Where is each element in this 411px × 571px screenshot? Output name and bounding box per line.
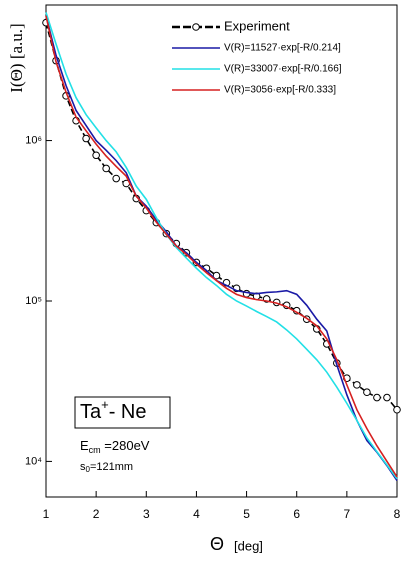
y-tick-label: 10⁵ [25, 295, 42, 307]
annotation-text: - Ne [109, 401, 147, 423]
plot-frame [45, 4, 398, 498]
data-point [383, 393, 391, 402]
annotation-distance: s0=121mm [80, 461, 133, 474]
legend-label: V(R)=33007·exp[-R/0.166] [224, 64, 342, 75]
annotation-text: s [80, 461, 86, 473]
annotation-text: =280eV [101, 438, 150, 453]
x-tick-label: 8 [394, 507, 401, 521]
annotation-text: + [101, 397, 109, 412]
series-line [45, 22, 398, 411]
legend-label: V(R)=11527·exp[-R/0.214] [224, 43, 341, 54]
y-tick-label: 10⁶ [25, 134, 42, 146]
x-tick-label: 3 [143, 507, 150, 521]
series-line [45, 15, 398, 478]
data-point [112, 174, 120, 183]
annotation-text: E [80, 438, 89, 453]
annotation-text: Ta [80, 401, 102, 423]
data-point [373, 393, 381, 402]
data-point [82, 134, 90, 143]
annotation-text: cm [89, 445, 101, 455]
legend-label: V(R)=3056·exp[-R/0.333] [224, 85, 336, 96]
x-tick-label: 6 [293, 507, 300, 521]
series-line [45, 15, 398, 481]
data-point [393, 405, 401, 414]
data-point [353, 381, 361, 389]
annotation-system: Ta+- Ne [80, 397, 147, 423]
x-tick-label: 4 [193, 507, 200, 521]
x-axis-label: Θ [210, 534, 224, 554]
data-point [92, 151, 100, 160]
data-point [363, 388, 371, 397]
y-axis-label: I(Θ) [a.u.] [7, 23, 26, 92]
data-point [212, 271, 221, 280]
x-axis-unit: [deg] [234, 538, 263, 553]
x-tick-label: 1 [43, 507, 50, 521]
legend-marker [192, 23, 200, 31]
annotation-text: =121mm [90, 461, 133, 473]
y-tick-label: 10⁴ [25, 455, 42, 467]
annotation-box [74, 396, 171, 429]
x-tick-label: 5 [243, 507, 250, 521]
legend-label: Experiment [224, 18, 290, 33]
series-line [45, 12, 398, 480]
x-tick-label: 2 [93, 507, 100, 521]
x-tick-label: 7 [344, 507, 351, 521]
data-point [102, 164, 110, 173]
annotation-energy: Ecm =280eV [80, 438, 150, 455]
annotation-text: 0 [86, 465, 91, 474]
